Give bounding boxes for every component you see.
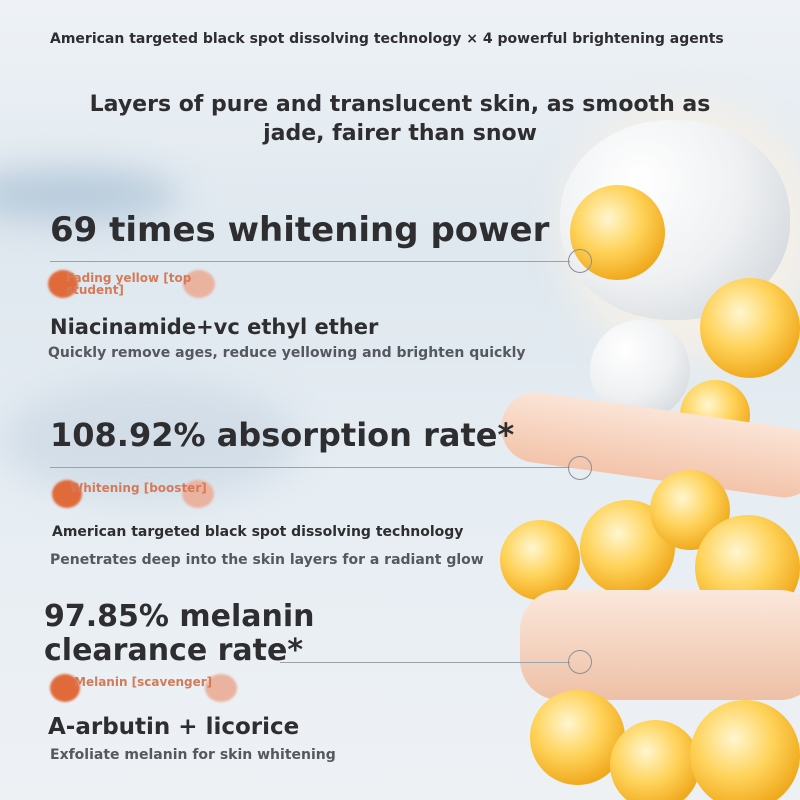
serum-capsule	[530, 690, 625, 785]
serum-capsule	[500, 520, 580, 600]
ingredient-3: A-arbutin + licorice	[48, 714, 300, 740]
skin-layer	[520, 590, 800, 700]
tag-whitening-booster: Whitening [booster]	[52, 478, 222, 508]
description-1: Quickly remove ages, reduce yellowing an…	[48, 345, 526, 361]
divider	[50, 467, 570, 468]
divider	[280, 662, 570, 663]
serum-capsule	[700, 278, 800, 378]
stat-melanin-clearance: 97.85% melanin clearance rate*	[44, 599, 315, 668]
serum-capsule	[610, 720, 700, 800]
marker-circle	[568, 456, 592, 480]
marker-circle	[568, 249, 592, 273]
description-2: Penetrates deep into the skin layers for…	[50, 552, 484, 568]
ingredient-2: American targeted black spot dissolving …	[52, 524, 464, 540]
tag-melanin-scavenger: Melanin [scavenger]	[50, 672, 240, 702]
divider	[50, 261, 570, 262]
stat-whitening-power: 69 times whitening power	[50, 210, 550, 250]
stat-absorption-rate: 108.92% absorption rate*	[50, 416, 515, 454]
header-subtitle: American targeted black spot dissolving …	[50, 31, 724, 47]
description-3: Exfoliate melanin for skin whitening	[50, 747, 336, 763]
tag-fading-yellow: Fading yellow [top student]	[48, 268, 218, 298]
cloud-decoration	[0, 380, 300, 500]
header-headline: Layers of pure and translucent skin, as …	[89, 92, 711, 146]
ingredient-1: Niacinamide+vc ethyl ether	[50, 315, 379, 339]
marker-circle	[568, 650, 592, 674]
cloud-decoration	[0, 170, 180, 220]
serum-capsule	[690, 700, 800, 800]
